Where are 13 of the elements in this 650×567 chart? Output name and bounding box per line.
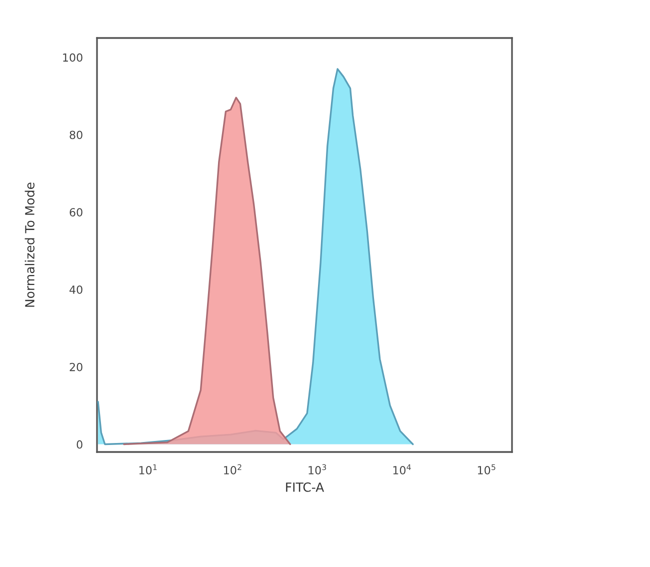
y-tick-label: 20 [70, 362, 82, 372]
y-tick-label: 60 [70, 208, 82, 216]
x-tick-label: 10$^{2}$ [224, 464, 242, 474]
x-axis-title: FITC-A [286, 482, 324, 492]
y-axis-title: Normalized To Mode [24, 182, 34, 307]
y-tick-label: 100 [63, 53, 82, 62]
x-tick-label: 10$^{1}$ [139, 464, 157, 474]
x-tick-label: 10$^{4}$ [393, 464, 411, 474]
y-tick-label: 0 [76, 440, 82, 449]
y-tick-label: 40 [70, 285, 82, 294]
x-tick-label: 10$^{3}$ [308, 464, 326, 474]
y-tick-label: 80 [70, 130, 82, 140]
x-tick-label: 10$^{5}$ [478, 464, 496, 474]
